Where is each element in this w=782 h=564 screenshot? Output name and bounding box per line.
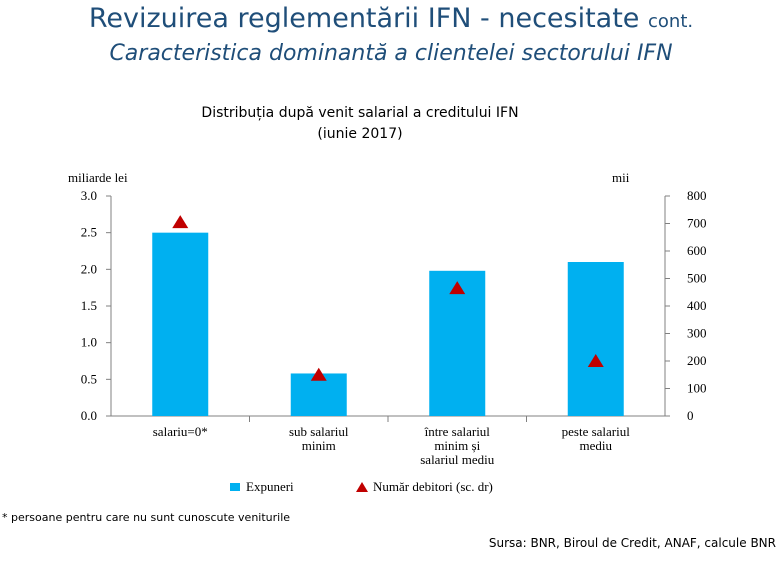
marker-numar-debitori xyxy=(587,354,604,367)
chart-title-line2: (iunie 2017) xyxy=(317,126,403,142)
chart-title-line1: Distribuția după venit salarial a credit… xyxy=(201,105,519,121)
bar-expuneri xyxy=(152,232,209,416)
left-tick-label: 1.5 xyxy=(81,298,97,313)
category-label: minim și xyxy=(434,438,480,453)
marker-numar-debitori xyxy=(310,367,327,381)
left-tick-label: 3.0 xyxy=(81,188,97,203)
left-tick-label: 2.5 xyxy=(81,225,97,240)
category-label: sub salariul xyxy=(289,424,349,439)
legend-swatch-expuneri xyxy=(230,483,240,491)
right-tick-label: 400 xyxy=(687,298,707,313)
category-label: peste salariul xyxy=(562,424,631,439)
right-tick-label: 300 xyxy=(687,326,707,341)
legend-marker-numar-debitori xyxy=(356,482,368,492)
right-tick-label: 200 xyxy=(687,353,707,368)
slide-title: Revizuirea reglementării IFN - necesitat… xyxy=(0,2,782,39)
category-label: între salariul xyxy=(424,424,491,439)
legend-label-expuneri: Expuneri xyxy=(246,479,294,494)
left-tick-label: 2.0 xyxy=(81,261,97,276)
category-label: salariul mediu xyxy=(420,452,495,467)
slide-title-suffix: cont. xyxy=(648,11,694,32)
left-tick-label: 0.0 xyxy=(81,408,97,423)
right-tick-label: 100 xyxy=(687,381,707,396)
right-tick-label: 600 xyxy=(687,243,707,258)
chart-title: Distribuția după venit salarial a credit… xyxy=(190,103,530,145)
right-axis-unit: mii xyxy=(612,170,630,185)
left-axis-unit: miliarde lei xyxy=(68,170,128,185)
category-label: minim xyxy=(302,438,336,453)
right-tick-label: 800 xyxy=(687,188,707,203)
marker-numar-debitori xyxy=(172,215,189,229)
left-tick-label: 0.5 xyxy=(81,371,97,386)
category-label: mediu xyxy=(580,438,613,453)
chart: 0.0 0.5 1.0 1.5 2.0 2.5 3.0 0 100 200 300 400 500 600… xyxy=(68,170,707,494)
legend-label-numar-debitori: Număr debitori (sc. dr) xyxy=(373,479,493,494)
slide-subtitle: Caracteristica dominantă a clientelei se… xyxy=(109,41,673,66)
category-label: salariu=0* xyxy=(153,424,208,439)
right-tick-label: 500 xyxy=(687,271,707,286)
marker-numar-debitori xyxy=(449,281,466,295)
right-tick-label: 700 xyxy=(687,216,707,231)
right-tick-label: 0 xyxy=(687,408,694,423)
slide-title-text: Revizuirea reglementării IFN - necesitat… xyxy=(88,3,640,34)
footnote: * persoane pentru care nu sunt cunoscute… xyxy=(2,511,291,524)
left-tick-label: 1.0 xyxy=(81,335,97,350)
source-note: Sursa: BNR, Biroul de Credit, ANAF, calc… xyxy=(488,536,776,550)
bar-expuneri xyxy=(429,270,486,416)
bar-expuneri xyxy=(567,262,624,416)
